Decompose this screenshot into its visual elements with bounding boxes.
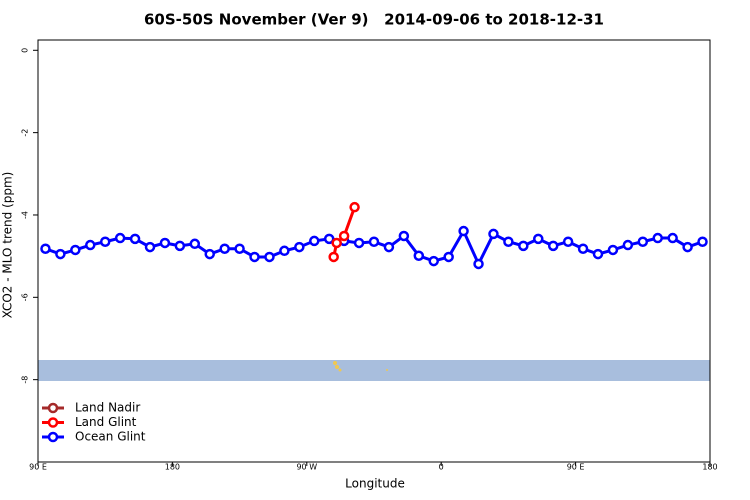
point — [219, 243, 230, 254]
point — [383, 241, 395, 253]
x-axis-label: Longitude — [345, 477, 405, 491]
x-tick-label: 180 — [165, 463, 180, 472]
point — [40, 243, 51, 254]
point — [204, 248, 215, 260]
point — [533, 233, 544, 245]
point — [622, 239, 634, 251]
x-tick-label: 180 — [702, 463, 717, 472]
legend-label: Land Glint — [75, 415, 137, 429]
point — [443, 251, 454, 263]
x-tick-label: 90 E — [567, 463, 585, 472]
point — [503, 236, 514, 247]
point — [368, 236, 380, 247]
point — [562, 236, 574, 247]
point — [55, 248, 66, 260]
point — [592, 248, 604, 260]
series-line — [44, 227, 704, 268]
y-axis-label: XCO2 - MLO trend (ppm) — [1, 172, 15, 319]
map-band — [38, 360, 710, 381]
point — [667, 232, 678, 244]
point — [428, 255, 439, 267]
y-tick-label: -8 — [21, 376, 30, 384]
legend-marker — [47, 417, 59, 428]
x-tick-label: 0 — [439, 463, 444, 472]
point — [129, 233, 141, 245]
point — [294, 241, 305, 253]
point — [144, 241, 156, 253]
point — [637, 236, 649, 247]
point — [264, 251, 275, 263]
legend-label: Land Nadir — [75, 401, 140, 415]
chart-title: 60S-50S November (Ver 9) 2014-09-06 to 2… — [144, 11, 604, 29]
point — [279, 245, 290, 257]
point — [159, 237, 171, 249]
point — [114, 232, 126, 244]
point — [518, 240, 529, 252]
point — [338, 230, 350, 242]
point — [328, 251, 339, 263]
x-tick-label: 90 E — [29, 463, 47, 472]
y-tick-label: -6 — [21, 293, 30, 301]
point — [249, 251, 260, 263]
point — [488, 228, 499, 240]
point — [234, 243, 245, 254]
point — [547, 240, 559, 252]
y-tick-label: -2 — [21, 129, 30, 137]
point — [577, 243, 589, 254]
legend-label: Ocean Glint — [75, 430, 146, 444]
point — [99, 236, 111, 247]
point — [85, 239, 96, 251]
legend-marker — [47, 402, 59, 414]
point — [697, 236, 708, 247]
point — [652, 232, 663, 244]
x-tick-label: 90 W — [296, 463, 317, 472]
point — [682, 241, 693, 253]
y-tick-label: -4 — [21, 211, 30, 219]
land-patch — [333, 361, 388, 372]
point — [70, 244, 81, 256]
point — [607, 244, 619, 256]
legend-marker — [47, 431, 59, 443]
point — [331, 237, 342, 249]
point — [413, 250, 425, 261]
point — [349, 201, 360, 213]
point — [473, 258, 484, 270]
point — [398, 230, 410, 242]
point — [309, 235, 320, 247]
point — [353, 237, 365, 249]
y-tick-label: 0 — [21, 48, 30, 53]
point — [174, 240, 186, 252]
point — [458, 225, 469, 237]
point — [323, 233, 335, 245]
point — [189, 238, 201, 250]
plot-frame — [37, 39, 711, 463]
